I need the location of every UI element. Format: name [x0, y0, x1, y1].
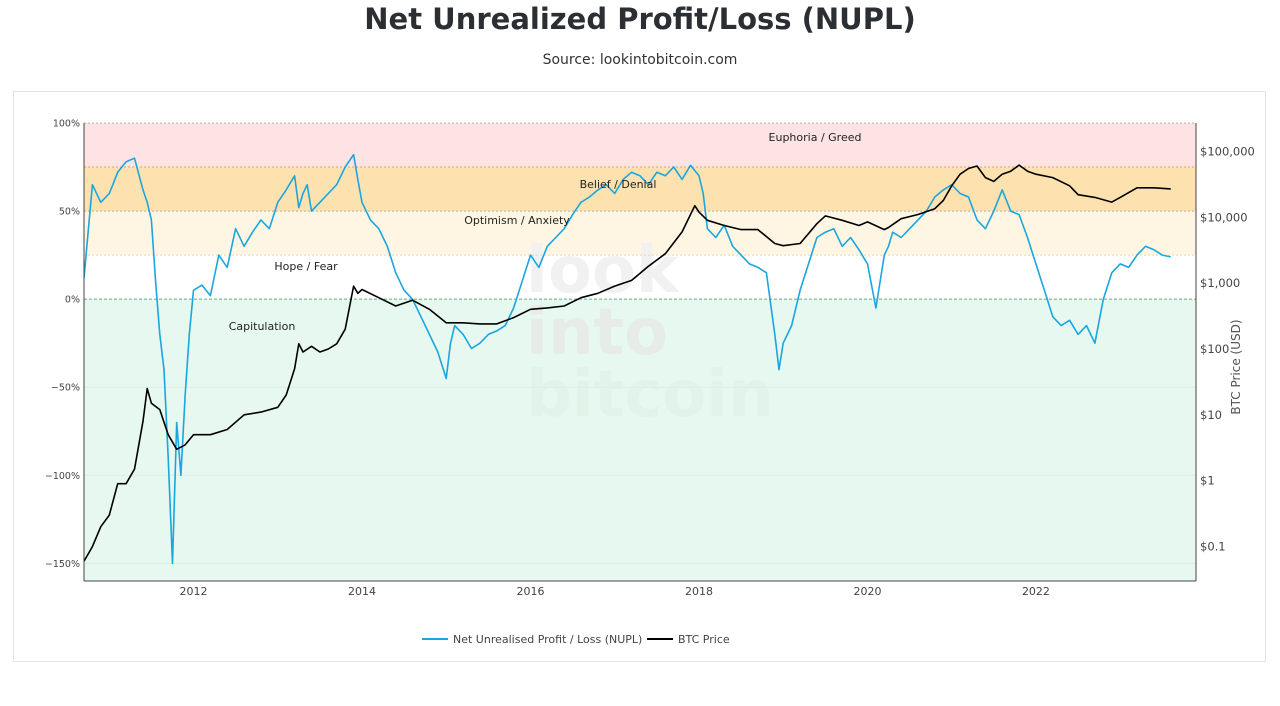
axes: 100% 50% 0% −50% −100% −150% $100,000 $10,000 $1… — [45, 119, 1255, 599]
y-left-tick-3: 0% — [65, 295, 80, 306]
y-right-tick-6: $1 — [1200, 474, 1215, 488]
y-left-tick-5: −100% — [45, 471, 80, 482]
y-right-tick-2: $10,000 — [1200, 210, 1248, 224]
series-lines — [84, 153, 1171, 565]
legend[interactable]: Net Unrealised Profit / Loss (NUPL) BTC P… — [422, 633, 730, 646]
gridlines — [84, 122, 1196, 564]
zone-band-5 — [84, 299, 1196, 581]
zone-band-3 — [84, 211, 1196, 256]
chart-subtitle: Source: lookintobitcoin.com — [542, 52, 738, 68]
y-right-tick-4: $100 — [1200, 342, 1229, 356]
x-tick-1: 2012 — [180, 585, 208, 598]
watermark-word-3: bitcoin — [526, 358, 774, 432]
y-right-tick-7: $0.1 — [1200, 540, 1226, 554]
zone-band-4 — [84, 255, 1196, 300]
zone-band-1 — [84, 123, 1196, 168]
y-left-tick-6: −150% — [45, 559, 80, 570]
zone-label-3: Optimism / Anxiety — [464, 214, 570, 227]
zone-bands — [84, 123, 1196, 581]
zone-label-2: Belief / Denial — [580, 178, 657, 191]
watermark: lookintobitcoin — [526, 234, 774, 432]
zone-label-1: Euphoria / Greed — [769, 131, 862, 144]
chart-title: Net Unrealized Profit/Loss (NUPL) — [364, 2, 916, 36]
y-right-tick-5: $10 — [1200, 408, 1222, 422]
legend-label-btc[interactable]: BTC Price — [678, 633, 730, 646]
zone-label-4: Hope / Fear — [274, 260, 338, 273]
y-left-tick-1: 100% — [53, 119, 80, 130]
y-right-tick-3: $1,000 — [1200, 276, 1240, 290]
zone-label-5: Capitulation — [229, 320, 296, 333]
x-tick-3: 2016 — [516, 585, 544, 598]
btc-price-series-line[interactable] — [84, 164, 1171, 562]
x-tick-2: 2014 — [348, 585, 376, 598]
nupl-series-line[interactable] — [84, 153, 1171, 565]
y-right-axis-label: BTC Price (USD) — [1229, 319, 1243, 414]
watermark-word-1: look — [526, 234, 680, 308]
y-left-tick-2: 50% — [59, 207, 80, 218]
x-tick-4: 2018 — [685, 585, 713, 598]
y-left-tick-4: −50% — [51, 383, 80, 394]
x-tick-6: 2022 — [1022, 585, 1050, 598]
zone-labels: Euphoria / Greed Belief / Denial Optimism … — [229, 131, 862, 333]
zone-band-2 — [84, 167, 1196, 212]
x-tick-5: 2020 — [853, 585, 881, 598]
legend-label-nupl[interactable]: Net Unrealised Profit / Loss (NUPL) — [453, 633, 642, 646]
y-right-tick-1: $100,000 — [1200, 144, 1255, 158]
